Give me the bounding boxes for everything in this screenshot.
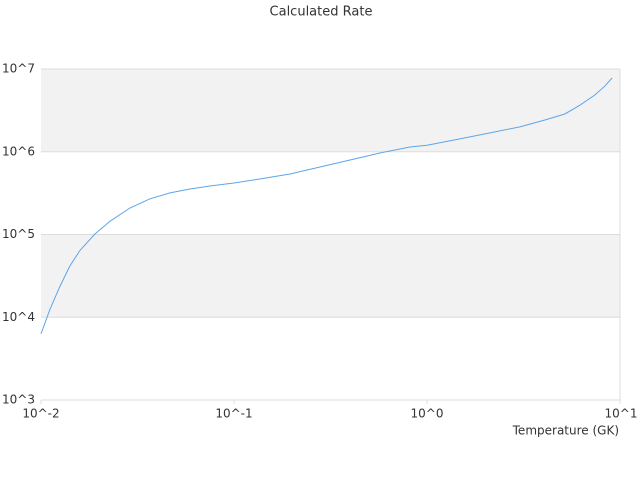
y-tick-label: 10^6 xyxy=(2,144,35,158)
band xyxy=(41,151,620,235)
x-tick-label: 10^-2 xyxy=(22,407,59,421)
x-tick-label: 10^1 xyxy=(605,407,638,421)
y-tick-label: 10^4 xyxy=(2,310,35,324)
x-tick-label: 10^0 xyxy=(411,407,444,421)
band xyxy=(41,317,620,400)
data-line xyxy=(40,77,613,335)
x-tick-label: 10^-1 xyxy=(215,407,252,421)
chart-title: Calculated Rate xyxy=(270,5,373,20)
y-tick-label: 10^5 xyxy=(2,227,35,241)
x-axis-label: Temperature (GK) xyxy=(512,424,619,438)
band xyxy=(41,69,620,152)
bands xyxy=(41,69,620,400)
y-tick-label: 10^7 xyxy=(2,62,35,76)
y-tick-label: 10^3 xyxy=(2,393,35,407)
band xyxy=(41,234,620,318)
